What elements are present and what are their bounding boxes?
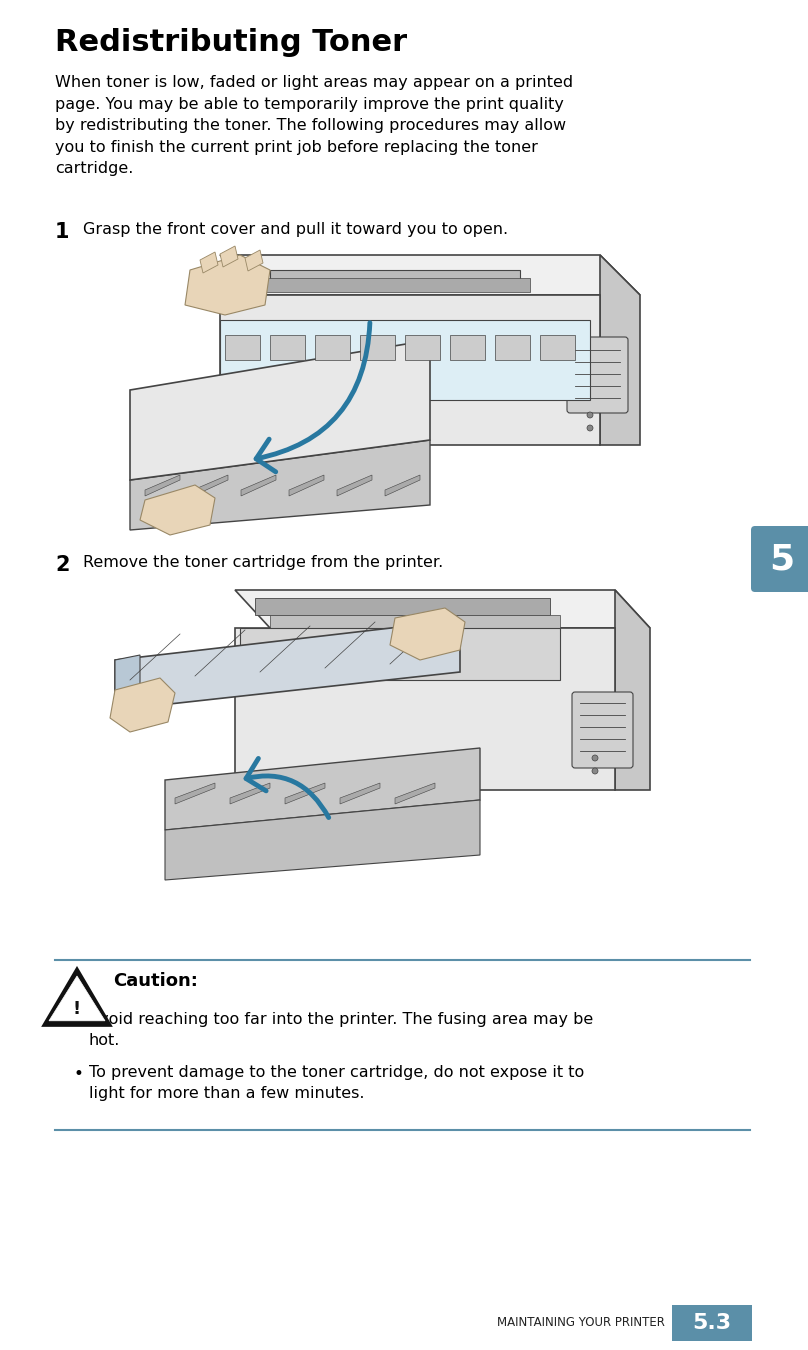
Polygon shape bbox=[600, 255, 640, 446]
Polygon shape bbox=[200, 252, 218, 273]
Text: Caution:: Caution: bbox=[113, 972, 198, 990]
Polygon shape bbox=[130, 440, 430, 531]
Polygon shape bbox=[220, 320, 590, 400]
Text: Avoid reaching too far into the printer. The fusing area may be
hot.: Avoid reaching too far into the printer.… bbox=[89, 1012, 593, 1048]
Polygon shape bbox=[285, 783, 325, 805]
Polygon shape bbox=[145, 475, 180, 495]
Polygon shape bbox=[395, 783, 435, 805]
Circle shape bbox=[587, 412, 593, 418]
Polygon shape bbox=[405, 335, 440, 360]
Polygon shape bbox=[115, 620, 460, 710]
Polygon shape bbox=[175, 783, 215, 805]
Text: Remove the toner cartridge from the printer.: Remove the toner cartridge from the prin… bbox=[83, 555, 444, 570]
Polygon shape bbox=[270, 270, 520, 285]
FancyBboxPatch shape bbox=[572, 693, 633, 768]
Text: To prevent damage to the toner cartridge, do not expose it to
light for more tha: To prevent damage to the toner cartridge… bbox=[89, 1065, 584, 1102]
Circle shape bbox=[592, 755, 598, 761]
Polygon shape bbox=[495, 335, 530, 360]
Polygon shape bbox=[289, 475, 324, 495]
Polygon shape bbox=[270, 335, 305, 360]
Polygon shape bbox=[49, 976, 105, 1021]
Polygon shape bbox=[250, 278, 530, 292]
Circle shape bbox=[592, 768, 598, 774]
Polygon shape bbox=[615, 590, 650, 790]
FancyBboxPatch shape bbox=[672, 1305, 752, 1341]
Polygon shape bbox=[241, 475, 276, 495]
FancyBboxPatch shape bbox=[567, 338, 628, 413]
Polygon shape bbox=[230, 783, 270, 805]
Polygon shape bbox=[255, 598, 550, 616]
Text: 5: 5 bbox=[769, 541, 794, 576]
Polygon shape bbox=[115, 655, 140, 718]
Polygon shape bbox=[245, 250, 263, 271]
Polygon shape bbox=[165, 801, 480, 880]
Polygon shape bbox=[43, 968, 111, 1026]
Text: Grasp the front cover and pull it toward you to open.: Grasp the front cover and pull it toward… bbox=[83, 221, 508, 238]
Polygon shape bbox=[220, 296, 600, 446]
Polygon shape bbox=[270, 616, 560, 628]
FancyBboxPatch shape bbox=[751, 526, 808, 593]
Text: MAINTAINING YOUR PRINTER: MAINTAINING YOUR PRINTER bbox=[497, 1316, 665, 1330]
Text: •: • bbox=[73, 1065, 83, 1083]
Polygon shape bbox=[235, 590, 650, 628]
Polygon shape bbox=[110, 678, 175, 732]
Text: 1: 1 bbox=[55, 221, 69, 242]
FancyArrowPatch shape bbox=[246, 759, 329, 818]
Polygon shape bbox=[450, 335, 485, 360]
Text: !: ! bbox=[73, 1000, 81, 1018]
Polygon shape bbox=[360, 335, 395, 360]
Polygon shape bbox=[193, 475, 228, 495]
Polygon shape bbox=[220, 255, 640, 296]
Polygon shape bbox=[130, 340, 430, 481]
Polygon shape bbox=[390, 608, 465, 660]
Polygon shape bbox=[385, 475, 420, 495]
Polygon shape bbox=[140, 485, 215, 535]
Polygon shape bbox=[235, 628, 615, 790]
Text: 5.3: 5.3 bbox=[692, 1314, 731, 1332]
FancyArrowPatch shape bbox=[256, 323, 370, 472]
Text: 2: 2 bbox=[55, 555, 69, 575]
Polygon shape bbox=[225, 335, 260, 360]
Polygon shape bbox=[220, 246, 238, 267]
Polygon shape bbox=[165, 748, 480, 830]
Polygon shape bbox=[185, 255, 270, 315]
Polygon shape bbox=[315, 335, 350, 360]
Polygon shape bbox=[337, 475, 372, 495]
Polygon shape bbox=[540, 335, 575, 360]
Polygon shape bbox=[340, 783, 380, 805]
Text: •: • bbox=[73, 1012, 83, 1030]
Polygon shape bbox=[240, 628, 560, 680]
Text: Redistributing Toner: Redistributing Toner bbox=[55, 28, 407, 57]
Text: When toner is low, faded or light areas may appear on a printed
page. You may be: When toner is low, faded or light areas … bbox=[55, 76, 573, 177]
Circle shape bbox=[587, 425, 593, 431]
